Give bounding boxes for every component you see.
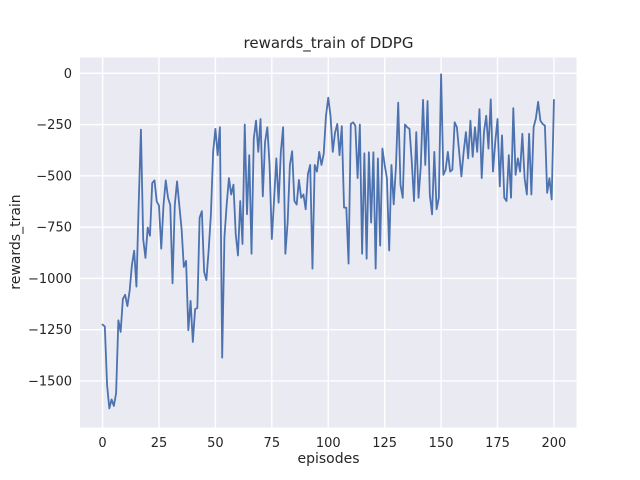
y-tick-label: 0: [64, 67, 72, 82]
x-tick-label: 100: [316, 436, 341, 451]
y-tick-label: −500: [36, 169, 72, 184]
x-tick-label: 125: [372, 436, 397, 451]
y-tick-label: −1250: [28, 323, 72, 338]
y-tick-label: −1000: [28, 272, 72, 287]
x-axis-tick-labels: 0 25 50 75 100 125 150 175 200: [98, 436, 566, 451]
x-tick-label: 200: [542, 436, 567, 451]
x-tick-label: 50: [207, 436, 224, 451]
x-tick-label: 150: [429, 436, 454, 451]
series-line-rewards-train: [101, 73, 555, 410]
x-tick-label: 25: [151, 436, 168, 451]
y-axis-label: rewards_train: [8, 194, 24, 290]
x-axis-label: episodes: [297, 451, 360, 467]
x-tick-label: 175: [485, 436, 510, 451]
chart-title: rewards_train of DDPG: [243, 34, 414, 52]
x-tick-label: 75: [264, 436, 281, 451]
y-tick-label: −250: [36, 118, 72, 133]
y-tick-label: −1500: [28, 374, 72, 389]
x-tick-label: 0: [98, 436, 106, 451]
y-tick-label: −750: [36, 221, 72, 236]
y-axis-tick-labels: 0 −250 −500 −750 −1000 −1250 −1500: [28, 67, 72, 390]
